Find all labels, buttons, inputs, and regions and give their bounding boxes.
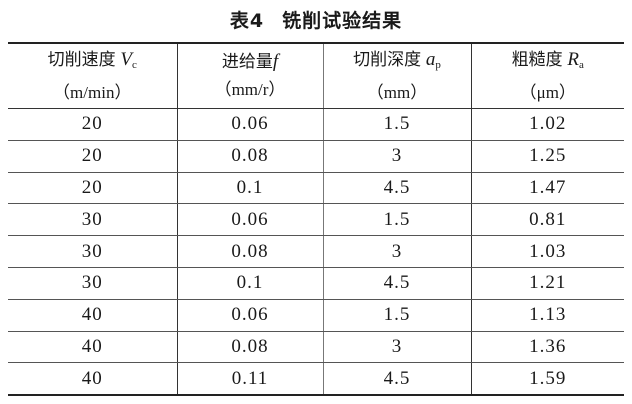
header-label: 切削深度 (353, 49, 422, 70)
table-row: 20 0.08 3 1.25 (8, 140, 624, 173)
table-title: 铣削试验结果 (282, 10, 403, 32)
header-subscript: c (131, 58, 137, 71)
header-depth: 切削深度 ap （mm） (322, 43, 471, 109)
table-cell: 0.11 (176, 362, 323, 396)
table-row: 20 0.06 1.5 1.02 (8, 108, 624, 141)
header-unit: （mm） (366, 82, 428, 102)
table-row: 40 0.11 4.5 1.59 (8, 362, 624, 396)
table-cell: 1.5 (322, 203, 471, 237)
table-cell: 30 (8, 267, 177, 300)
table-cell: 40 (8, 299, 177, 332)
table-cell: 20 (8, 140, 177, 173)
header-row: 切削速度 Vc （m/min） 进给量f （mm/r） 切削深度 ap （mm） 粗糙… (8, 43, 624, 109)
table-row: 20 0.1 4.5 1.47 (8, 172, 624, 205)
header-subscript: a (578, 58, 584, 71)
table-row: 30 0.1 4.5 1.21 (8, 267, 624, 300)
table-cell: 1.47 (470, 172, 624, 205)
header-feed: 进给量f （mm/r） (176, 43, 323, 109)
header-label: 进给量 (221, 52, 273, 72)
table-cell: 1.5 (322, 108, 471, 141)
header-symbol: R (567, 48, 579, 70)
table-caption: 表4 铣削试验结果 (0, 6, 632, 33)
table-cell: 0.1 (176, 267, 323, 300)
table-cell: 4.5 (322, 362, 471, 396)
table-cell: 20 (8, 108, 177, 141)
table-cell: 1.36 (470, 331, 624, 364)
table-row: 30 0.06 1.5 0.81 (8, 203, 624, 237)
table-cell: 0.06 (176, 299, 323, 332)
table-cell: 20 (8, 172, 177, 205)
table-cell: 3 (322, 331, 471, 364)
table-cell: 4.5 (322, 172, 471, 205)
table-cell: 3 (322, 235, 471, 268)
header-cutting-speed: 切削速度 Vc （m/min） (8, 43, 177, 109)
table-cell: 0.81 (470, 203, 624, 237)
table-row: 40 0.06 1.5 1.13 (8, 299, 624, 332)
header-symbol: f (272, 51, 279, 72)
table-cell: 1.21 (470, 267, 624, 300)
table-cell: 1.59 (470, 362, 624, 396)
table-cell: 1.5 (322, 299, 471, 332)
header-label: 粗糙度 (511, 49, 563, 70)
table-cell: 30 (8, 203, 177, 237)
table-cell: 40 (8, 331, 177, 364)
header-unit: （m/min） (53, 82, 132, 102)
header-label: 切削速度 (47, 49, 116, 70)
header-unit: （μm） (519, 82, 576, 102)
table-cell: 1.02 (470, 108, 624, 141)
table-cell: 4.5 (322, 267, 471, 300)
header-symbol: a (425, 48, 436, 70)
header-unit: （mm/r） (214, 80, 286, 99)
table-cell: 0.06 (176, 203, 323, 237)
header-roughness: 粗糙度 Ra （μm） (470, 43, 624, 109)
table-cell: 0.08 (176, 331, 323, 364)
table-cell: 0.08 (176, 235, 323, 268)
header-subscript: p (435, 58, 441, 71)
results-table: 切削速度 Vc （m/min） 进给量f （mm/r） 切削深度 ap （mm） 粗糙… (8, 42, 624, 397)
table-row: 30 0.08 3 1.03 (8, 235, 624, 268)
table-cell: 1.25 (470, 140, 624, 173)
table-cell: 3 (322, 140, 471, 173)
table-cell: 1.03 (470, 235, 624, 268)
table-cell: 40 (81, 367, 103, 389)
table-row: 40 0.08 3 1.36 (8, 331, 624, 364)
table-cell: 1.13 (470, 299, 624, 332)
table-number: 表4 (229, 10, 265, 32)
table-cell: 0.08 (176, 140, 323, 173)
header-symbol: V (120, 48, 132, 70)
table-cell: 0.1 (176, 172, 323, 205)
table-cell: 30 (8, 235, 177, 268)
table-cell: 0.06 (176, 108, 323, 141)
